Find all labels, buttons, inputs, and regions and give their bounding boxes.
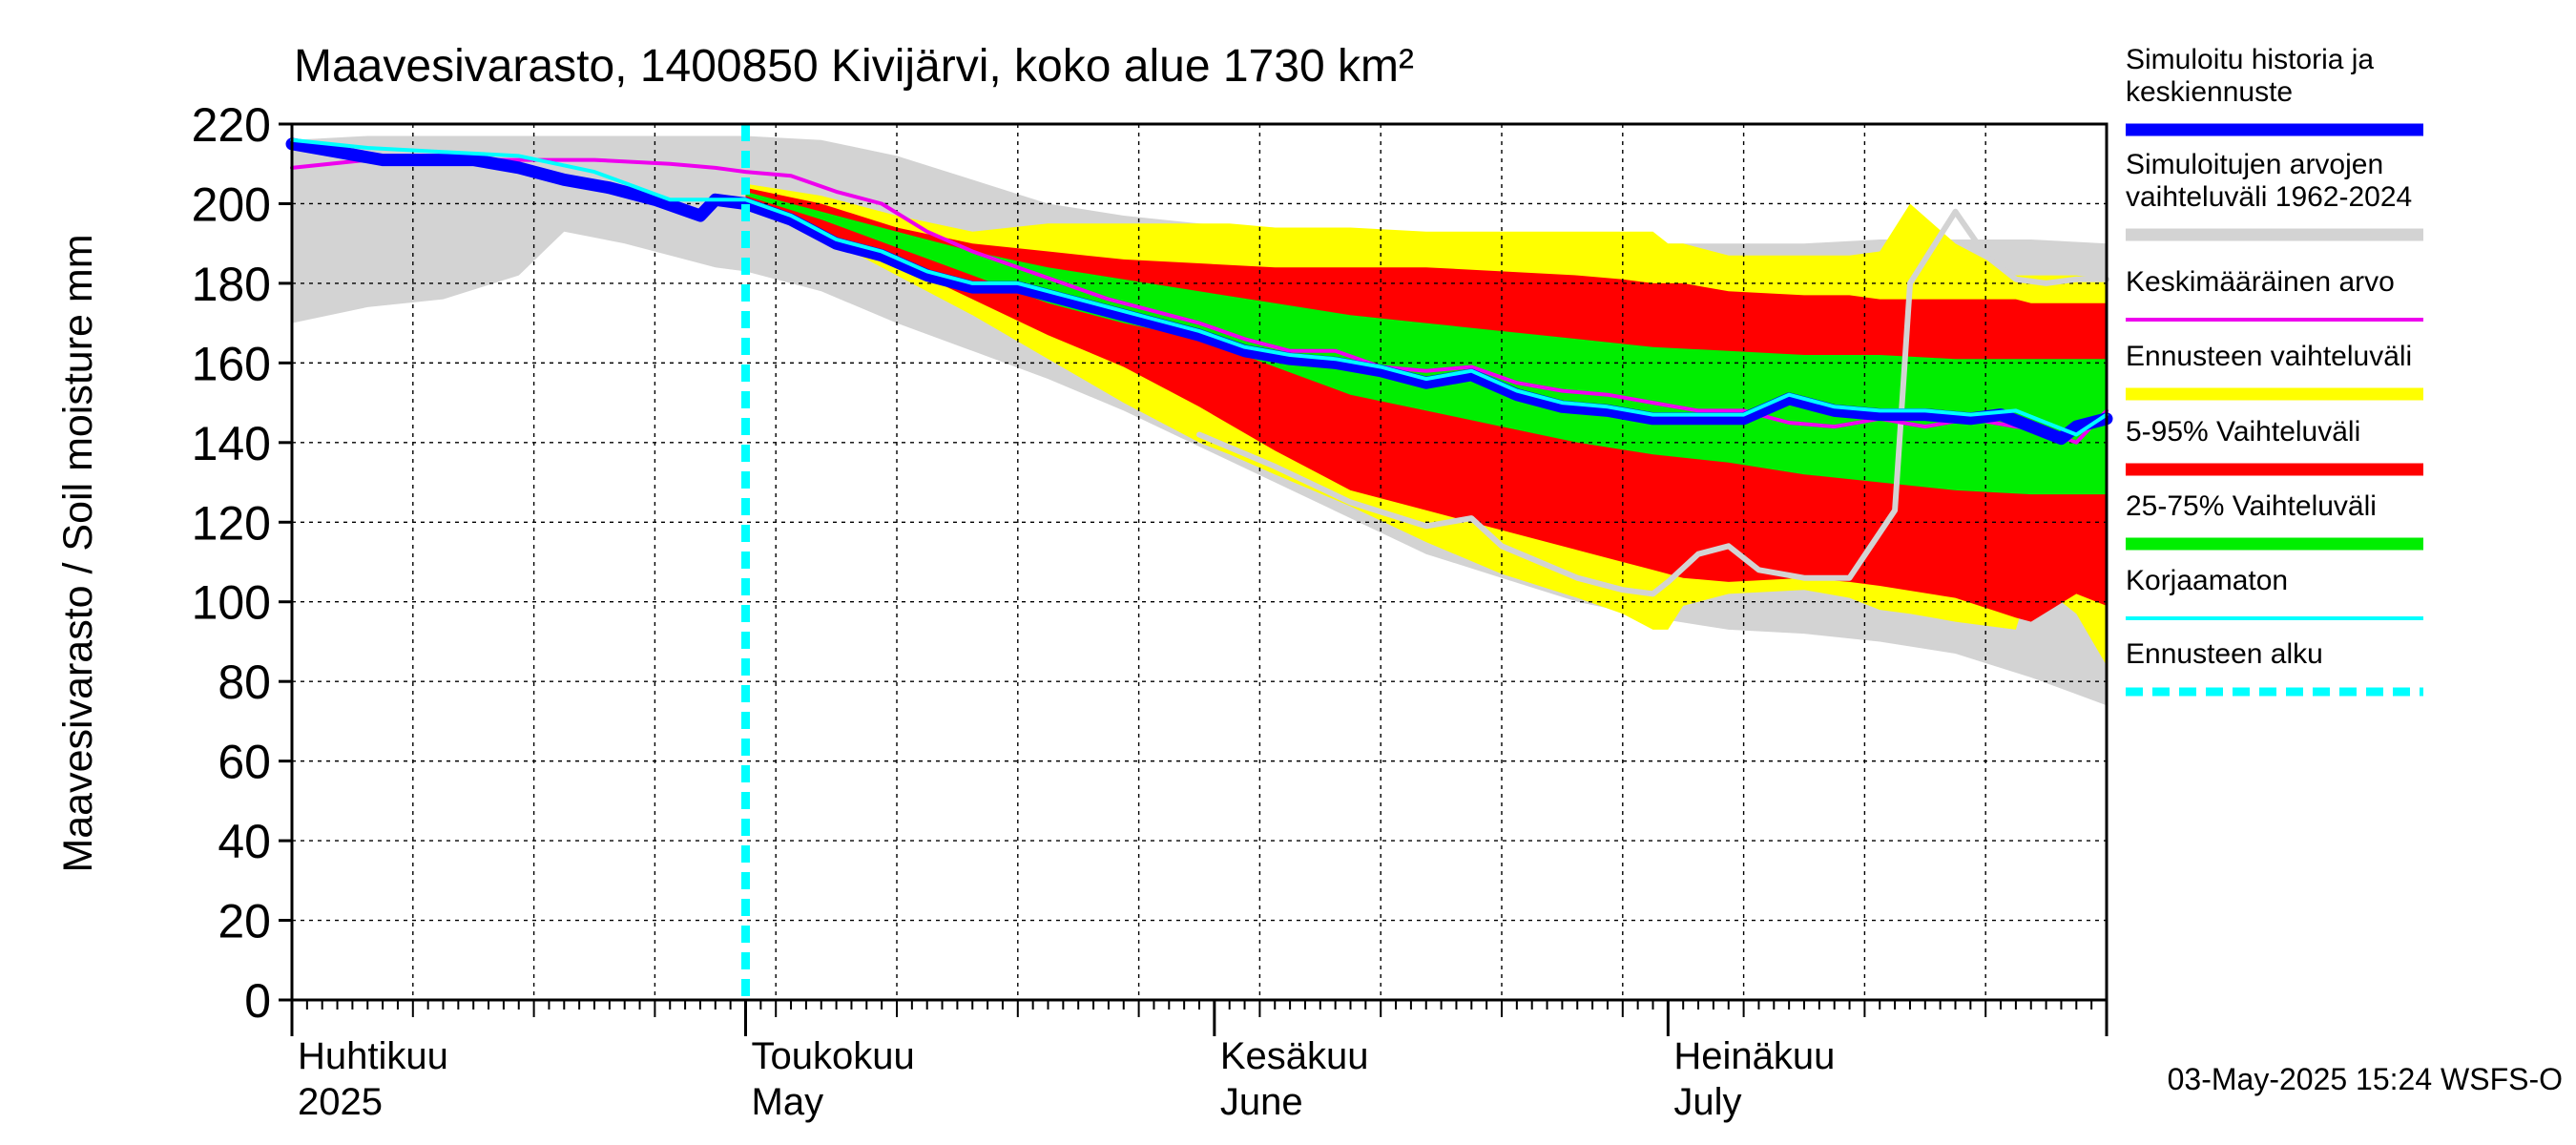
x-month-sublabel: May xyxy=(752,1081,824,1123)
y-tick-label: 120 xyxy=(192,496,271,550)
y-tick-label: 140 xyxy=(192,417,271,470)
line-keskimaarainen-arvo xyxy=(290,157,2109,445)
x-month-label: Kesäkuu xyxy=(1220,1035,1369,1077)
y-tick-label: 80 xyxy=(218,656,271,709)
x-month-label: Heinäkuu xyxy=(1673,1035,1835,1077)
legend-label: 5-95% Vaihteluväli xyxy=(2126,416,2360,448)
y-tick-label: 100 xyxy=(192,576,271,630)
y-tick-label: 20 xyxy=(218,895,271,948)
x-month-label: Huhtikuu xyxy=(298,1035,448,1077)
legend-label: 25-75% Vaihteluväli xyxy=(2126,490,2377,522)
y-tick-label: 0 xyxy=(244,974,271,1028)
chart-gridlines xyxy=(292,124,2107,1000)
y-tick-label: 220 xyxy=(192,98,271,152)
legend-label: Keskimääräinen arvo xyxy=(2126,266,2395,298)
line-simuloitu-historia-ja-keskiennuste xyxy=(285,137,2113,446)
x-month-label: Toukokuu xyxy=(752,1035,915,1077)
x-month-sublabel: July xyxy=(1673,1081,1741,1123)
legend-label: vaihteluväli 1962-2024 xyxy=(2126,181,2412,213)
y-axis-label: Maavesivarasto / Soil moisture mm xyxy=(55,234,101,872)
y-tick-label: 200 xyxy=(192,177,271,231)
y-tick-label: 180 xyxy=(192,258,271,311)
legend-label: keskiennuste xyxy=(2126,76,2293,108)
y-tick-label: 160 xyxy=(192,337,271,390)
legend-label: Simuloitujen arvojen xyxy=(2126,149,2383,180)
legend-label: Simuloitu historia ja xyxy=(2126,44,2374,75)
chart-title: Maavesivarasto, 1400850 Kivijärvi, koko … xyxy=(294,41,1414,92)
chart-lines xyxy=(285,124,2113,1000)
line-observed-dry-year-track xyxy=(1196,208,2109,597)
timestamp: 03-May-2025 15:24 WSFS-O xyxy=(2168,1062,2563,1096)
legend-label: Ennusteen alku xyxy=(2126,638,2323,670)
band-25-75-vaihteluvali xyxy=(745,191,2107,495)
chart-axes: 0 20 40 60 80 100 120 140 160 180 200 220 Huhtikuu20… xyxy=(192,98,2109,1123)
y-tick-label: 60 xyxy=(218,736,271,789)
x-month-sublabel: June xyxy=(1220,1081,1303,1123)
x-month-sublabel: 2025 xyxy=(298,1081,383,1123)
legend-label: Korjaamaton xyxy=(2126,565,2288,596)
legend-label: Ennusteen vaihteluväli xyxy=(2126,341,2412,372)
y-tick-label: 40 xyxy=(218,815,271,868)
line-korjaamaton xyxy=(290,137,2109,437)
